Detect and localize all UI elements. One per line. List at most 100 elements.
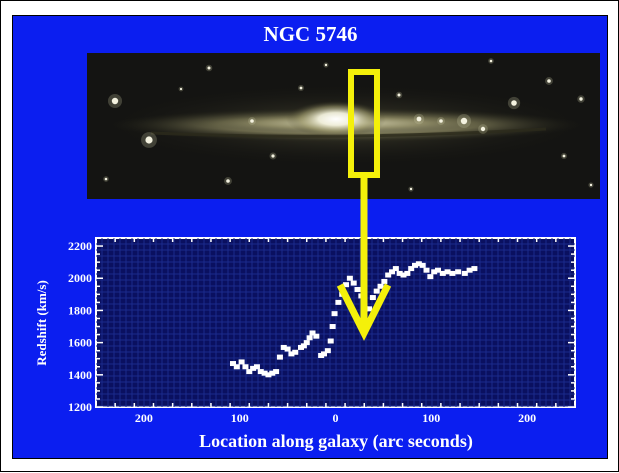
star xyxy=(397,93,401,97)
star xyxy=(439,119,443,123)
data-point xyxy=(466,267,473,273)
data-point xyxy=(389,269,396,275)
data-point xyxy=(419,262,426,268)
y-tick-label: 2200 xyxy=(68,239,92,253)
data-point xyxy=(313,333,320,339)
data-point xyxy=(335,299,342,305)
galaxy-image xyxy=(87,53,600,199)
star xyxy=(226,179,230,183)
data-point xyxy=(444,269,451,275)
figure-title: NGC 5746 xyxy=(263,22,358,46)
star xyxy=(104,177,108,181)
data-point xyxy=(306,335,313,341)
y-axis-label: Redshift (km/s) xyxy=(34,280,49,366)
x-axis-label: Location along galaxy (arc seconds) xyxy=(199,431,473,452)
x-tick-label: 0 xyxy=(333,411,339,425)
data-point xyxy=(381,278,388,284)
y-tick-label: 1600 xyxy=(68,336,92,350)
data-point xyxy=(385,272,392,278)
data-point xyxy=(257,369,264,375)
data-point xyxy=(461,270,468,276)
data-point xyxy=(373,288,380,294)
data-point xyxy=(404,270,411,276)
data-point xyxy=(392,266,399,272)
star xyxy=(111,97,119,105)
data-point xyxy=(229,361,236,367)
plot-grid xyxy=(96,238,575,407)
data-point xyxy=(329,324,336,330)
star xyxy=(250,119,254,123)
x-tick-label: 100 xyxy=(231,411,249,425)
star xyxy=(589,183,593,187)
data-point xyxy=(400,272,407,278)
star xyxy=(460,117,468,125)
data-point xyxy=(273,369,280,375)
data-point xyxy=(435,267,442,273)
data-point xyxy=(377,283,384,289)
y-tick-label: 1400 xyxy=(68,368,92,382)
data-point xyxy=(331,311,338,317)
star xyxy=(547,79,551,83)
data-point xyxy=(408,266,415,272)
star xyxy=(489,59,493,63)
data-point xyxy=(427,274,434,280)
star xyxy=(145,136,153,144)
data-point xyxy=(354,287,361,293)
y-tick-label: 2000 xyxy=(68,271,92,285)
data-point xyxy=(346,275,353,281)
star xyxy=(207,66,211,70)
y-tick-label: 1200 xyxy=(68,400,92,414)
data-point xyxy=(242,364,249,370)
data-point xyxy=(343,282,350,288)
data-point xyxy=(350,280,357,286)
data-point xyxy=(369,295,376,301)
x-tick-label: 200 xyxy=(518,411,536,425)
redshift-chart: 200 100 0 100 200 1200 1400 1600 1800 2000 2200 L… xyxy=(34,237,576,452)
data-point xyxy=(303,340,310,346)
data-point xyxy=(309,330,316,336)
data-point xyxy=(471,266,478,272)
star xyxy=(409,187,413,191)
data-point xyxy=(238,359,245,365)
data-point xyxy=(298,344,305,350)
data-point xyxy=(269,370,276,376)
foreground-stars xyxy=(103,58,594,192)
star xyxy=(511,100,517,106)
star xyxy=(271,154,275,158)
star xyxy=(299,86,303,90)
data-point xyxy=(423,267,430,273)
star xyxy=(416,116,422,122)
data-point xyxy=(246,369,253,375)
star xyxy=(579,97,583,101)
star xyxy=(562,154,566,158)
y-tick-label: 1800 xyxy=(68,303,92,317)
data-point xyxy=(261,370,268,376)
data-point xyxy=(288,351,295,357)
arrow-head xyxy=(336,283,392,341)
data-point xyxy=(280,344,287,350)
data-point xyxy=(253,364,260,370)
data-point xyxy=(412,262,419,268)
data-point xyxy=(292,349,299,355)
data-point xyxy=(431,269,438,275)
data-point xyxy=(233,364,240,370)
x-tick-labels: 200 100 0 100 200 xyxy=(135,411,536,425)
data-point xyxy=(276,354,283,360)
data-point xyxy=(265,372,272,378)
data-point xyxy=(415,261,422,267)
star xyxy=(480,126,486,132)
data-point xyxy=(439,270,446,276)
data-point xyxy=(324,348,331,354)
data-point xyxy=(318,352,325,358)
data-point xyxy=(455,269,462,275)
data-point xyxy=(284,346,291,352)
x-tick-label: 200 xyxy=(135,411,153,425)
slit-annotation xyxy=(336,69,392,341)
galaxy-bulge xyxy=(286,101,386,137)
data-points xyxy=(229,261,478,378)
star xyxy=(324,63,328,67)
star xyxy=(179,87,183,91)
data-point xyxy=(449,270,456,276)
data-point xyxy=(250,365,257,371)
